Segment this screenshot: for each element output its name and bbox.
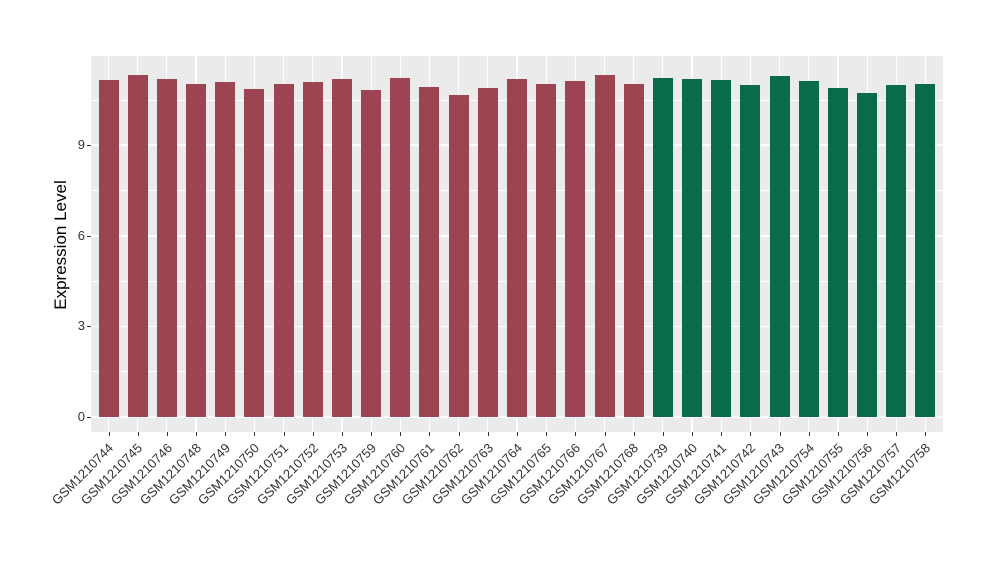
x-tick-mark <box>517 432 518 436</box>
y-tick-label: 6 <box>77 227 85 243</box>
bar-GSM1210758 <box>915 84 936 417</box>
bar-GSM1210761 <box>419 86 440 417</box>
x-tick-mark <box>400 432 402 436</box>
x-tick-mark <box>166 432 168 436</box>
bar-GSM1210743 <box>769 76 790 417</box>
bar-GSM1210739 <box>652 78 673 417</box>
x-tick-mark <box>925 432 927 436</box>
bar-GSM1210754 <box>798 80 819 417</box>
plot-panel <box>91 56 943 432</box>
bar-GSM1210749 <box>215 81 236 417</box>
bar-GSM1210760 <box>390 78 411 417</box>
bar-GSM1210766 <box>565 81 586 417</box>
x-tick-mark <box>808 432 810 436</box>
x-tick-mark <box>633 432 635 436</box>
x-tick-mark <box>721 432 723 436</box>
x-tick-mark <box>429 432 431 436</box>
y-tick-mark <box>87 235 91 237</box>
bar-GSM1210768 <box>623 83 644 417</box>
bar-GSM1210753 <box>331 78 352 417</box>
x-tick-mark <box>662 432 664 436</box>
x-tick-mark <box>371 432 373 436</box>
x-tick-mark <box>341 432 343 436</box>
y-tick-mark <box>87 326 91 328</box>
y-tick-label: 0 <box>77 409 85 424</box>
y-tick-label: 3 <box>77 318 85 334</box>
bar-GSM1210765 <box>536 83 557 417</box>
x-tick-mark <box>458 432 460 436</box>
bar-GSM1210744 <box>98 80 119 417</box>
x-tick-mark <box>867 432 869 436</box>
x-tick-mark <box>546 432 548 436</box>
y-tick-mark <box>87 417 91 418</box>
x-tick-mark <box>283 432 285 436</box>
y-tick-label: 9 <box>77 137 85 153</box>
bar-GSM1210759 <box>361 89 382 417</box>
x-tick-mark <box>312 432 314 436</box>
x-tick-mark <box>604 432 606 436</box>
x-tick-mark <box>487 432 489 436</box>
x-tick-mark <box>837 432 839 436</box>
bar-GSM1210750 <box>244 89 265 417</box>
x-tick-mark <box>108 432 110 436</box>
bar-GSM1210757 <box>886 84 907 417</box>
x-tick-mark <box>779 432 781 436</box>
bar-GSM1210756 <box>857 92 878 417</box>
bar-GSM1210742 <box>740 84 761 417</box>
bar-GSM1210751 <box>273 84 294 417</box>
x-tick-mark <box>750 432 752 436</box>
x-tick-mark <box>896 432 898 436</box>
x-tick-mark <box>137 432 139 436</box>
bar-GSM1210767 <box>594 74 615 417</box>
bar-GSM1210755 <box>827 88 848 417</box>
bar-GSM1210752 <box>302 82 323 417</box>
x-tick-mark <box>225 432 227 436</box>
bar-GSM1210740 <box>682 79 703 417</box>
bar-GSM1210746 <box>156 79 177 417</box>
x-tick-mark <box>254 432 256 436</box>
bar-GSM1210762 <box>448 95 469 417</box>
bar-GSM1210741 <box>711 79 732 417</box>
x-tick-mark <box>575 432 577 436</box>
x-tick-mark <box>692 432 694 436</box>
bar-GSM1210745 <box>127 74 148 417</box>
x-tick-mark <box>196 432 198 436</box>
bar-GSM1210748 <box>186 83 207 417</box>
y-tick-mark <box>87 145 91 147</box>
bar-GSM1210763 <box>477 88 498 417</box>
bar-GSM1210764 <box>507 79 527 417</box>
